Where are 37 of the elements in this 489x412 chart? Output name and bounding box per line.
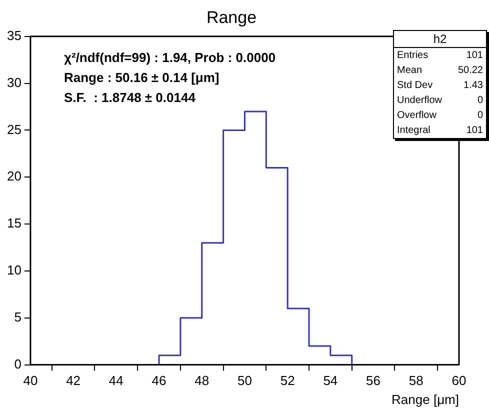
chart-title: Range <box>206 8 257 27</box>
x-tick-label: 44 <box>108 373 124 388</box>
x-tick-label: 42 <box>66 373 81 388</box>
x-tick-label: 48 <box>194 373 210 388</box>
annotation: Std Dev <box>397 79 433 92</box>
annotation: Underflow <box>397 94 442 107</box>
x-tick-label: 60 <box>452 373 466 388</box>
annotation: h2 <box>394 31 486 48</box>
x-tick-label: 46 <box>152 373 166 388</box>
y-tick-label: 25 <box>6 122 22 137</box>
y-tick-label: 10 <box>6 262 22 278</box>
annotation: Mean <box>397 64 422 77</box>
text: 101 <box>466 49 483 62</box>
annotation: χ²/ndf(ndf=99) : 1.94, Prob : 0.0000 <box>64 50 276 65</box>
y-tick-label: 35 <box>6 28 22 43</box>
x-tick-label: 54 <box>323 373 338 388</box>
annotation: Integral <box>397 124 430 137</box>
x-tick-label: 40 <box>23 373 38 388</box>
annotation: Range : 50.16 ± 0.14 [μm] <box>64 70 220 85</box>
text: 101 <box>466 124 483 137</box>
x-tick-label: 56 <box>366 373 381 388</box>
x-tick-label: 50 <box>237 373 252 388</box>
y-tick-label: 5 <box>14 309 22 324</box>
annotation: 50.22 <box>458 64 483 77</box>
x-tick-label: 52 <box>280 373 295 388</box>
x-axis-title: Range [μm] <box>392 392 459 407</box>
y-tick-label: 20 <box>6 168 22 184</box>
annotation: S.F. : 1.8748 ± 0.0144 <box>64 90 196 105</box>
text: 0 <box>477 109 483 122</box>
text: 1.43 <box>464 79 483 92</box>
y-tick-label: 15 <box>6 216 22 231</box>
annotation: Entries <box>397 49 428 62</box>
annotation: Overflow <box>397 109 436 122</box>
y-tick-label: 30 <box>6 74 22 90</box>
y-tick-label: 0 <box>14 356 22 372</box>
text: 0 <box>477 94 483 107</box>
x-tick-label: 58 <box>408 373 424 388</box>
